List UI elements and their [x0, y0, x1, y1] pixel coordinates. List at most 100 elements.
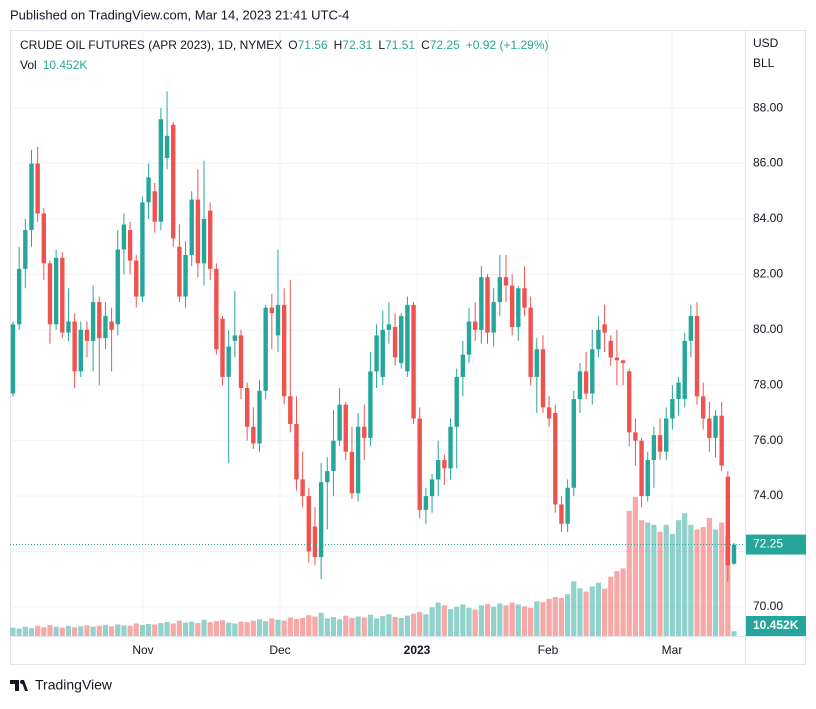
candle-body — [676, 382, 681, 400]
candle-body — [47, 263, 53, 325]
candle-body — [657, 435, 663, 452]
volume-bars — [10, 497, 737, 636]
candle-body — [559, 504, 564, 524]
volume-bar — [244, 622, 250, 636]
volume-bar — [35, 625, 41, 636]
volume-bar — [497, 603, 503, 636]
candle-body — [713, 415, 718, 438]
volume-bar — [534, 601, 540, 636]
candle-body — [522, 288, 527, 308]
volume-bar — [515, 604, 521, 636]
candle-body — [207, 210, 213, 269]
volume-bar — [96, 625, 102, 636]
candle-body — [312, 526, 318, 558]
volume-bar — [540, 602, 546, 636]
volume-bar — [293, 618, 300, 636]
volume-bar — [367, 614, 374, 636]
y-tick-label: 78.00 — [753, 377, 783, 391]
candle-body — [343, 404, 348, 452]
last-price-badge — [746, 534, 806, 555]
candle-body — [442, 460, 447, 469]
volume-bar — [269, 618, 275, 636]
volume-bar — [503, 605, 509, 636]
volume-bar — [16, 628, 22, 636]
candle-body — [78, 329, 83, 372]
volume-bar — [84, 625, 90, 636]
volume-bar — [392, 617, 398, 636]
candle-body — [115, 249, 120, 325]
candle-body — [725, 476, 731, 566]
y-tick-label: 76.00 — [753, 433, 783, 447]
volume-bar — [152, 624, 158, 636]
candle-body — [620, 360, 626, 364]
candle-body — [399, 315, 404, 364]
volume-bar — [275, 619, 281, 636]
volume-bar — [595, 582, 602, 636]
last-price-label: 72.25 — [753, 537, 783, 551]
candle-body — [596, 329, 601, 350]
low-value: 71.51 — [385, 38, 415, 52]
volume-bar — [454, 606, 460, 636]
candle-body — [429, 479, 435, 497]
volume-bar — [189, 621, 195, 636]
close-value: 72.25 — [430, 38, 460, 52]
candle-body — [503, 277, 509, 286]
candle-body — [553, 412, 558, 505]
unit: BLL — [753, 56, 775, 70]
volume-bar — [139, 624, 146, 636]
logo-dot — [20, 680, 24, 684]
candle-body — [263, 307, 268, 391]
candle-body — [565, 487, 570, 524]
candle-body — [491, 302, 496, 333]
volume-bar — [731, 631, 737, 636]
candle-body — [232, 335, 238, 341]
volume-bar — [263, 621, 269, 636]
candle-body — [386, 324, 392, 330]
volume-bar — [694, 529, 700, 636]
y-tick-label: 86.00 — [753, 156, 783, 170]
volume-bar — [614, 571, 620, 636]
volume-bar — [663, 524, 669, 636]
candle-body — [614, 357, 620, 361]
volume-bar — [182, 622, 189, 636]
legend-line: CRUDE OIL FUTURES (APR 2023), 1D, NYMEX O… — [20, 38, 549, 52]
volume-bar — [158, 623, 164, 636]
volume-bar — [133, 623, 139, 636]
candle-body — [226, 346, 231, 377]
volume-bar — [232, 623, 238, 636]
candle-body — [97, 302, 102, 339]
candle-body — [392, 327, 398, 358]
volume-bar — [10, 627, 16, 636]
volume-bar — [78, 626, 84, 636]
volume-bar — [404, 615, 410, 636]
brand-logo: TradingView — [10, 677, 113, 693]
candle-body — [700, 396, 706, 419]
candle-body — [719, 415, 724, 466]
volume-bar — [108, 626, 115, 636]
high-value: 72.31 — [342, 38, 372, 52]
candle-body — [60, 257, 65, 333]
grid — [10, 30, 745, 636]
volume-bar — [195, 623, 201, 636]
candle-body — [164, 135, 170, 159]
candle-body — [528, 307, 533, 377]
volume-bar — [127, 625, 133, 636]
volume-bar — [509, 602, 515, 636]
volume-bar — [219, 620, 226, 636]
volume-bar — [312, 616, 318, 636]
candle-body — [731, 544, 737, 564]
candle-body — [109, 321, 114, 330]
candle-body — [368, 371, 373, 438]
candle-body — [331, 440, 336, 472]
volume-bar — [577, 588, 583, 636]
volume-bar — [41, 627, 47, 636]
volume-bar — [330, 617, 337, 636]
candle-body — [380, 329, 385, 377]
candle-body — [10, 324, 16, 394]
candle-body — [639, 440, 644, 497]
candle-body — [300, 479, 305, 497]
candle-body — [294, 424, 299, 480]
volume-bar — [491, 606, 497, 636]
x-tick-label: Dec — [269, 643, 290, 657]
